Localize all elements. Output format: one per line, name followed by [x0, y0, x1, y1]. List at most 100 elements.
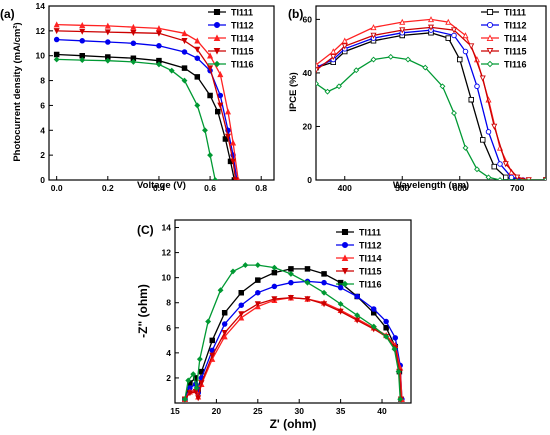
data-point: [217, 71, 224, 78]
legend-entry: TI116: [481, 60, 527, 70]
data-point: [104, 57, 111, 64]
data-point: [242, 262, 249, 269]
data-point: [271, 269, 278, 276]
data-point: [196, 356, 203, 363]
data-point: [255, 277, 261, 283]
legend-marker: [213, 34, 221, 42]
data-point: [474, 83, 480, 90]
data-point: [254, 262, 261, 269]
y-tick-label: 20: [303, 121, 313, 131]
data-point: [207, 52, 214, 59]
data-point: [194, 74, 201, 80]
legend-label: TI115: [359, 267, 382, 277]
legend-marker: [341, 254, 349, 262]
data-point: [474, 166, 480, 173]
series-line: [316, 29, 546, 180]
legend-entry: TI116: [336, 280, 382, 290]
y-tick-label: 14: [162, 223, 172, 233]
data-point: [271, 296, 278, 303]
legend-label: TI114: [359, 254, 382, 264]
legend-marker: [486, 60, 494, 68]
x-axis-title: Wavelength (nm): [393, 180, 469, 191]
series-ti116: [53, 56, 219, 180]
x-tick-label: 700: [510, 183, 524, 193]
data-point: [79, 28, 86, 35]
data-point: [155, 25, 162, 32]
data-point: [236, 176, 240, 180]
series-ti115: [181, 294, 405, 403]
data-point: [391, 346, 398, 353]
data-point: [370, 56, 377, 63]
data-point: [395, 368, 402, 375]
y-tick-label: 4: [166, 348, 171, 358]
data-point: [353, 67, 360, 74]
data-point: [181, 65, 188, 71]
data-point: [405, 56, 411, 63]
legend-entry: TI112: [481, 21, 527, 31]
legend-marker: [341, 228, 349, 236]
y-tick-label: 12: [36, 26, 46, 36]
data-point: [105, 39, 111, 45]
data-point: [185, 377, 192, 384]
data-point: [194, 55, 201, 61]
data-point: [337, 284, 344, 291]
x-axis-title: Voltage (V): [137, 180, 186, 191]
data-point: [397, 396, 404, 403]
legend-entry: TI111: [336, 228, 381, 238]
legend-label: TI116: [359, 280, 382, 290]
data-point: [399, 27, 406, 34]
legend-entry: TI116: [208, 60, 254, 70]
data-point: [485, 129, 492, 135]
data-point: [271, 264, 278, 271]
legend-entry: TI112: [336, 241, 382, 251]
legend-entry: TI115: [481, 47, 527, 57]
data-point: [232, 177, 239, 180]
data-point: [194, 46, 201, 53]
data-point: [422, 64, 429, 71]
data-point: [181, 77, 188, 84]
data-point: [508, 174, 515, 180]
series-line: [56, 58, 216, 180]
y-axis-title: Photocurrent density (mA/cm²): [12, 22, 23, 161]
panel-label: (C): [137, 223, 154, 237]
data-point: [370, 306, 377, 312]
data-point: [468, 96, 474, 103]
y-tick-label: 14: [36, 1, 46, 11]
data-point: [79, 38, 85, 44]
legend-entry: TI114: [481, 34, 527, 44]
data-point: [238, 311, 245, 318]
legend-marker: [213, 8, 221, 16]
y-tick-label: 0: [307, 175, 312, 185]
data-point: [304, 279, 311, 286]
data-point: [222, 136, 229, 142]
legend-marker: [486, 47, 494, 55]
series-line: [56, 53, 236, 180]
data-point: [497, 177, 503, 180]
legend-entry: TI114: [208, 34, 254, 44]
data-point: [221, 321, 228, 327]
legend-label: TI112: [504, 21, 527, 31]
legend-entry: TI115: [208, 47, 254, 57]
data-point: [321, 301, 328, 308]
data-point: [341, 37, 348, 44]
data-point: [287, 270, 294, 277]
data-point: [190, 371, 197, 378]
data-point: [341, 43, 348, 50]
data-point: [445, 35, 451, 41]
x-tick-label: 0.6: [204, 183, 216, 193]
data-point: [181, 38, 188, 45]
data-point: [439, 83, 446, 90]
y-tick-label: 6: [40, 100, 45, 110]
data-point: [217, 287, 224, 294]
series-ti116: [182, 262, 404, 403]
data-point: [354, 317, 361, 324]
data-point: [354, 293, 360, 300]
data-point: [207, 65, 214, 72]
x-tick-label: 600: [453, 183, 467, 193]
data-point: [354, 312, 361, 319]
data-point: [383, 318, 389, 325]
data-point: [271, 283, 278, 290]
data-point: [194, 102, 201, 109]
plot-frame: [315, 5, 547, 181]
